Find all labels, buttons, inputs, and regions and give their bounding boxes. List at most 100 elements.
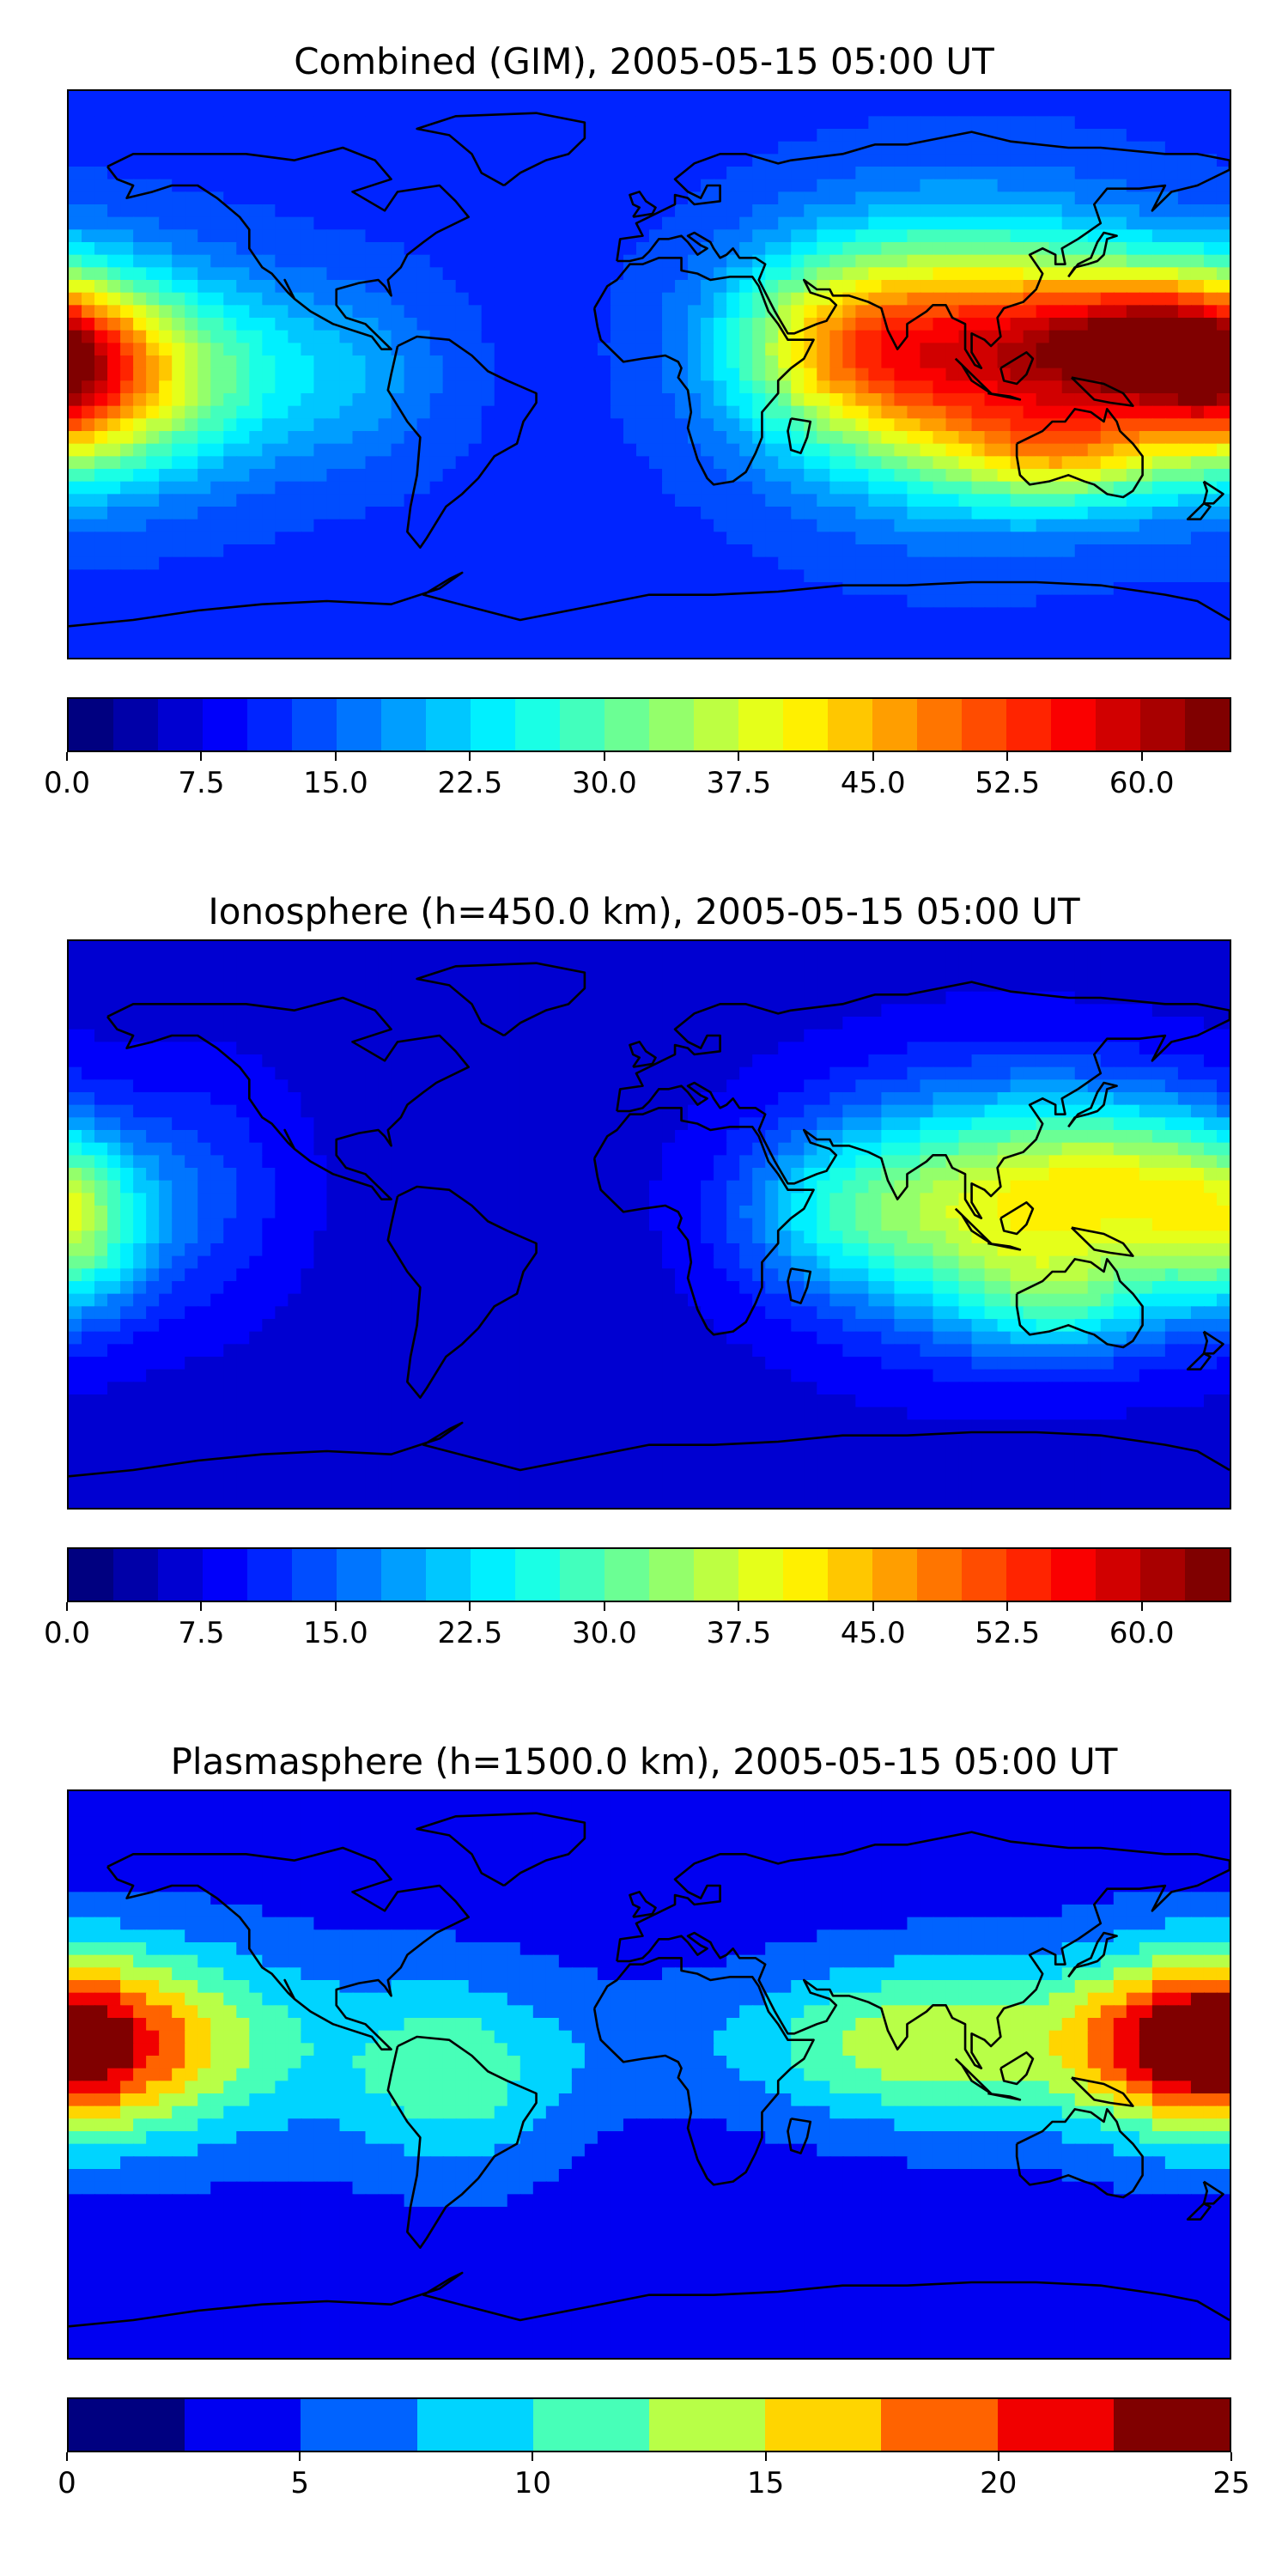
tec-map: [67, 939, 1231, 1510]
colorbar-segment: [1096, 1549, 1140, 1601]
tec-map: [67, 1789, 1231, 2360]
colorbar-tick: [66, 752, 68, 761]
colorbar-tick-label: 30.0: [571, 1616, 637, 1650]
colorbar-ticks: 0.0 7.5 15.0 22.5 30.0 37.5 45.0 52.5 60.0: [44, 752, 1231, 804]
colorbar-tick-label: 10: [513, 2466, 552, 2500]
colorbar-segment: [158, 699, 203, 750]
colorbar-segment: [426, 699, 471, 750]
colorbar-tick-label: 45.0: [840, 766, 906, 800]
coastline-12: [999, 2051, 1035, 2086]
colorbar-segment: [1006, 1549, 1051, 1601]
coastline-12: [999, 1201, 1035, 1236]
coastline-4: [592, 1957, 815, 2186]
coastline-0: [106, 1846, 471, 2050]
coastline-7: [787, 417, 812, 454]
colorbar-segment: [69, 1549, 113, 1601]
colorbar-tick: [200, 1602, 203, 1611]
coastline-15: [1186, 2202, 1212, 2221]
coastline-11: [987, 2092, 1022, 2101]
colorbar-segment: [962, 699, 1006, 750]
tec-contour-field: [69, 1791, 1230, 2358]
coastline-10: [954, 2057, 993, 2095]
coastline-0: [106, 146, 471, 350]
colorbar-segment: [381, 1549, 426, 1601]
colorbar-segment: [872, 1549, 917, 1601]
colorbar-segment: [962, 1549, 1006, 1601]
colorbar-tick: [532, 2452, 534, 2461]
coastline-13: [1071, 376, 1134, 407]
colorbar-tick: [872, 752, 874, 761]
coastline-13: [1071, 2076, 1134, 2107]
colorbar-segment: [416, 2399, 533, 2451]
colorbar-segment: [694, 1549, 738, 1601]
colorbar-tick-label: 60.0: [1109, 766, 1175, 800]
coastline-9: [629, 1041, 657, 1068]
colorbar-segment: [301, 2399, 417, 2451]
colorbar-tick-label: 37.5: [706, 1616, 772, 1650]
colorbar-segment: [113, 699, 158, 750]
coastlines: [69, 962, 1230, 1478]
coastline-2: [416, 1812, 586, 1887]
colorbar-tick: [200, 752, 203, 761]
tec-map-svg: [69, 91, 1230, 658]
colorbar-segment: [694, 699, 738, 750]
colorbar-ticks: 0.0 7.5 15.0 22.5 30.0 37.5 45.0 52.5 60.0: [44, 1602, 1231, 1654]
colorbar-segment: [1185, 1549, 1230, 1601]
colorbar-segment: [738, 1549, 783, 1601]
coastline-1: [386, 2035, 538, 2249]
colorbar-segment: [532, 2399, 650, 2451]
ionosphere-panel: Ionosphere (h=450.0 km), 2005-05-15 05:0…: [0, 884, 1288, 1726]
colorbar-tick: [1140, 752, 1143, 761]
colorbar-segment: [828, 1549, 872, 1601]
colorbar-tick-label: 15: [746, 2466, 785, 2500]
tec-map-svg: [69, 1791, 1230, 2358]
colorbar-segment: [203, 1549, 247, 1601]
colorbar-segment: [828, 699, 872, 750]
coastline-5: [1015, 1258, 1144, 1349]
colorbar-segment: [426, 1549, 471, 1601]
coastline-3: [616, 1831, 1230, 2069]
coastline-2: [416, 112, 586, 187]
colorbar-segment: [783, 1549, 828, 1601]
colorbar-segment: [515, 699, 560, 750]
coastline-8: [1067, 231, 1118, 278]
coastline-6: [69, 571, 1230, 628]
colorbar-tick: [764, 2452, 767, 2461]
coastline-9: [629, 191, 657, 218]
coastlines: [69, 112, 1230, 628]
colorbar-tick: [469, 1602, 471, 1611]
coastline-8: [1067, 1081, 1118, 1128]
colorbar-tick-label: 7.5: [178, 766, 225, 800]
coastline-8: [1067, 1931, 1118, 1978]
colorbar: [67, 697, 1231, 752]
colorbar-tick-label: 45.0: [840, 1616, 906, 1650]
coastline-4: [592, 1107, 815, 1336]
colorbar-segment: [292, 1549, 337, 1601]
colorbar-segment: [247, 1549, 292, 1601]
coastline-10: [954, 1207, 993, 1245]
colorbar-tick-label: 20: [980, 2466, 1018, 2500]
coastline-14: [1202, 480, 1224, 505]
colorbar-tick-label: 0.0: [43, 1616, 91, 1650]
colorbar-tick: [997, 2452, 999, 2461]
coastline-3: [616, 981, 1230, 1219]
colorbar-segment: [515, 1549, 560, 1601]
coastline-1: [386, 1185, 538, 1399]
plasmasphere-panel: Plasmasphere (h=1500.0 km), 2005-05-15 0…: [0, 1735, 1288, 2576]
colorbar-tick: [603, 1602, 605, 1611]
tec-map-svg: [69, 941, 1230, 1508]
colorbar-tick-label: 60.0: [1109, 1616, 1175, 1650]
colorbar-segment: [649, 2399, 766, 2451]
colorbar-segment: [337, 1549, 381, 1601]
coastline-5: [1015, 2108, 1144, 2199]
colorbar-segment: [881, 2399, 998, 2451]
coastline-15: [1186, 502, 1212, 520]
colorbar-segment: [381, 699, 426, 750]
colorbar-tick-label: 22.5: [437, 1616, 503, 1650]
panel-title: Plasmasphere (h=1500.0 km), 2005-05-15 0…: [170, 1741, 1118, 1783]
coastline-6: [69, 2271, 1230, 2328]
coastline-11: [987, 392, 1022, 401]
colorbar-segment: [1185, 699, 1230, 750]
coastline-14: [1202, 1330, 1224, 1355]
coastline-3: [616, 131, 1230, 369]
